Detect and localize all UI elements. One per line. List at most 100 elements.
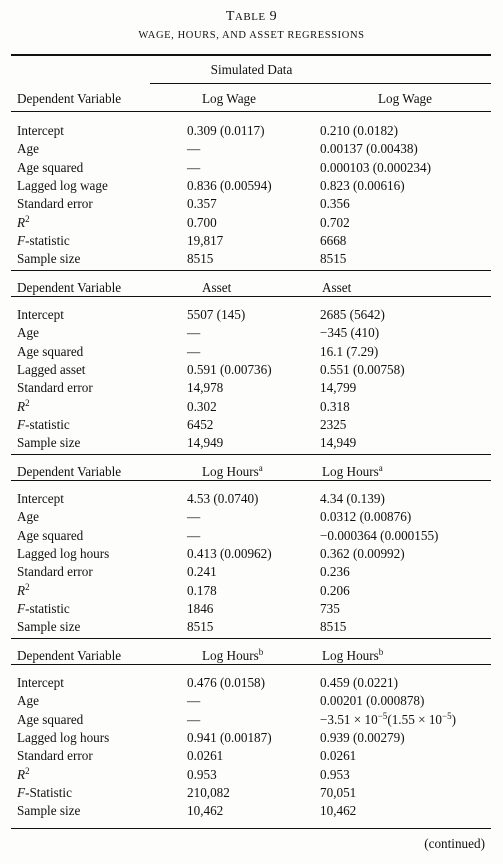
table-row: Intercept 0.476 (0.0158) 0.459 (0.0221) (0, 674, 503, 692)
row-label: Age (17, 693, 39, 709)
row-label: Age (17, 509, 39, 525)
table-row: Lagged asset 0.591 (0.00736) 0.551 (0.0075… (0, 361, 503, 379)
row-label: Standard error (17, 196, 93, 212)
model-1-value: 0.302 (187, 398, 217, 414)
table-title-text: TABLE 9 (225, 9, 278, 24)
model-2-value: 0.000103 (0.000234) (320, 159, 431, 175)
model-2-value: 2325 (320, 416, 347, 432)
row-label: Age squared (17, 159, 84, 175)
table-title: TABLE 9 (0, 8, 503, 25)
model-1-value: 0.836 (0.00594) (187, 177, 272, 193)
model-2-value: 0.0312 (0.00876) (320, 509, 412, 525)
table-row: Age — −345 (410) (0, 324, 503, 342)
continued-note: (continued) (424, 836, 485, 851)
row-label: Sample size (17, 803, 81, 819)
model-2-value: 0.0261 (320, 748, 357, 764)
model-1-value: 0.413 (0.00962) (187, 545, 272, 561)
dependent-variable-label: Dependent Variable (17, 464, 122, 479)
panel-separator-rule (11, 638, 491, 639)
column-2-header: Log Hoursb (322, 647, 384, 664)
table-row: Sample size 14,949 14,949 (0, 434, 503, 452)
panel-header-rule (11, 296, 491, 297)
model-2-value: −0.000364 (0.000155) (320, 527, 439, 543)
table-row: Lagged log hours 0.941 (0.00187) 0.939 (0.… (0, 729, 503, 747)
model-1-value: 5507 (145) (187, 307, 246, 322)
panel-header-rule (11, 480, 491, 481)
model-2-value: 14,799 (320, 380, 357, 396)
model-2-value: 8515 (320, 251, 347, 267)
model-1-value: 8515 (187, 619, 214, 635)
model-1-value: — (187, 325, 201, 341)
table-row: Age — 0.00201 (0.000878) (0, 692, 503, 710)
model-1-value: — (187, 343, 201, 359)
model-2-value: 8515 (320, 619, 347, 635)
model-1-value: 0.241 (187, 564, 217, 580)
model-1-value: — (187, 711, 201, 727)
model-1-value: 0.941 (0.00187) (187, 729, 272, 745)
table-row: Standard error 0.241 0.236 (0, 563, 503, 581)
model-2-value: 6668 (320, 232, 347, 248)
model-2-value: 2685 (5642) (320, 307, 385, 322)
row-label: Lagged asset (17, 361, 86, 377)
table-row: R2 0.178 0.206 (0, 582, 503, 600)
spanner-rule (150, 83, 491, 84)
model-1-value: 0.309 (0.0117) (187, 123, 265, 138)
table-row: F-Statistic 210,082 70,051 (0, 784, 503, 802)
row-label: F-statistic (17, 600, 70, 616)
panel-header-rule (11, 111, 491, 112)
model-2-value: 0.206 (320, 582, 350, 598)
table-row: Sample size 8515 8515 (0, 618, 503, 636)
dependent-variable-label: Dependent Variable (17, 91, 122, 106)
row-label: Intercept (17, 123, 64, 138)
row-label: R2 (17, 581, 30, 598)
table-subtitle: WAGE, HOURS, AND ASSET REGRESSIONS (138, 30, 365, 41)
row-label: Age (17, 325, 39, 341)
row-label: Intercept (17, 307, 64, 322)
row-label: Intercept (17, 675, 64, 690)
top-rule (11, 54, 491, 56)
model-1-value: 0.357 (187, 196, 217, 212)
row-label: Lagged log hours (17, 545, 110, 561)
model-1-value: 4.53 (0.0740) (187, 491, 259, 506)
row-label: F-statistic (17, 232, 70, 248)
row-label: Age (17, 141, 39, 157)
table-row: Age squared — −3.51 × 10−5(1.55 × 10−5) (0, 711, 503, 729)
row-label: Age squared (17, 711, 84, 727)
model-1-value: 0.591 (0.00736) (187, 361, 272, 377)
model-1-value: 1846 (187, 600, 214, 616)
model-1-value: 19,817 (187, 232, 224, 248)
column-1-header: Log Hoursa (202, 463, 263, 480)
model-2-value: 0.00201 (0.000878) (320, 693, 425, 709)
panel-header-1: Dependent Variable Log Wage Log Wage (0, 89, 503, 109)
table-row: Age squared — 0.000103 (0.000234) (0, 159, 503, 177)
model-2-value: 16.1 (7.29) (320, 343, 379, 359)
model-2-value: 0.00137 (0.00438) (320, 141, 418, 157)
model-2-value: 70,051 (320, 784, 357, 800)
model-1-value: 10,462 (187, 803, 224, 819)
model-1-value: — (187, 509, 201, 525)
table-row: Age squared — −0.000364 (0.000155) (0, 527, 503, 545)
row-label: Standard error (17, 748, 93, 764)
row-label: Standard error (17, 380, 93, 396)
model-1-value: — (187, 693, 201, 709)
model-2-value: −3.51 × 10−5(1.55 × 10−5) (320, 710, 456, 727)
model-1-value: — (187, 159, 201, 175)
row-label: Sample size (17, 619, 81, 635)
table-row: Sample size 10,462 10,462 (0, 802, 503, 820)
model-1-value: 6452 (187, 416, 214, 432)
model-1-value: 0.476 (0.0158) (187, 675, 266, 690)
table-row: R2 0.302 0.318 (0, 398, 503, 416)
simulated-data-header: Simulated Data (210, 62, 293, 77)
panel-header-2: Dependent Variable Asset Asset (0, 278, 503, 298)
model-1-value: 14,949 (187, 435, 224, 451)
table-row: Standard error 14,978 14,799 (0, 379, 503, 397)
table-row: Intercept 5507 (145) 2685 (5642) (0, 306, 503, 324)
bottom-rule (11, 828, 491, 829)
table-row: Sample size 8515 8515 (0, 250, 503, 268)
row-label: Sample size (17, 435, 81, 451)
row-label: Age squared (17, 527, 84, 543)
table-row: F-statistic 1846 735 (0, 600, 503, 618)
model-1-value: — (187, 527, 201, 543)
table-row: F-statistic 6452 2325 (0, 416, 503, 434)
